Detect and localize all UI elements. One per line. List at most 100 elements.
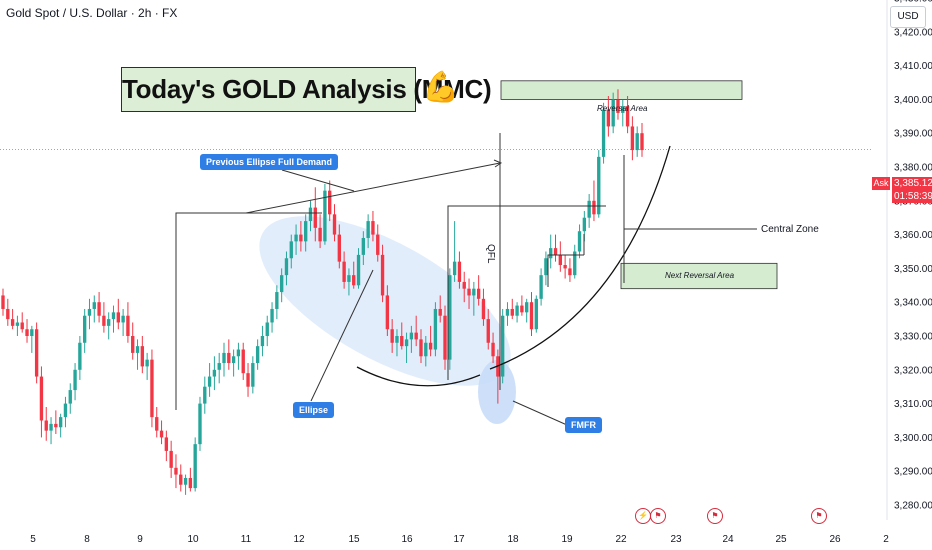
candle-body — [25, 329, 29, 336]
candle-body — [568, 268, 572, 276]
candle — [1, 288, 5, 316]
candle-body — [217, 363, 221, 370]
candle-body — [212, 369, 217, 377]
candle-body — [328, 190, 332, 215]
candle — [25, 319, 29, 343]
candle-body — [361, 237, 366, 255]
candle-body — [255, 346, 260, 364]
candle-body — [452, 261, 457, 276]
candle — [544, 251, 548, 286]
candle-body — [284, 258, 289, 276]
y-tick-label: 3,420.00 — [894, 27, 932, 38]
us-flag-event-icon[interactable]: ⚑ — [707, 508, 723, 524]
candle — [15, 315, 20, 336]
candle — [510, 298, 514, 320]
reversal-area-zone[interactable] — [500, 80, 743, 100]
x-tick-label: 8 — [84, 534, 90, 545]
candle — [44, 406, 48, 441]
us-flag-event-icon[interactable]: ⚑ — [650, 508, 666, 524]
fmfr-label[interactable]: FMFR — [565, 417, 602, 433]
candle — [433, 302, 438, 357]
candle-body — [203, 386, 207, 404]
candle — [356, 248, 361, 289]
candle — [222, 342, 226, 377]
candle — [568, 258, 572, 282]
candle-body — [558, 254, 563, 266]
candle — [577, 224, 582, 259]
current-price-tag: 3,385.12 — [892, 177, 932, 190]
candle — [573, 244, 577, 279]
candle-body — [390, 329, 394, 343]
candle-body — [404, 339, 409, 347]
candle — [558, 241, 563, 272]
candle — [611, 92, 615, 134]
candle — [520, 295, 524, 316]
previous-ellipse-pointer — [281, 169, 355, 192]
candle-body — [279, 275, 284, 293]
candle — [145, 352, 149, 380]
candle-body — [582, 217, 587, 232]
candle — [279, 268, 284, 303]
candle-body — [159, 430, 164, 438]
ask-label: Ask — [872, 177, 890, 190]
candle-body — [476, 288, 481, 299]
candle — [409, 325, 414, 353]
candle-body — [121, 315, 125, 323]
next-reversal-area-label: Next Reversal Area — [665, 271, 735, 280]
y-tick-label: 3,410.00 — [894, 61, 932, 72]
candle — [284, 251, 289, 286]
candle-body — [438, 308, 442, 316]
candle-body — [251, 363, 255, 387]
candle — [592, 180, 596, 222]
y-tick-label: 3,400.00 — [894, 95, 932, 106]
countdown-tag: 01:58:39 — [892, 190, 932, 203]
candle-body — [385, 295, 390, 330]
candle — [6, 298, 10, 326]
candle-body — [30, 329, 34, 336]
candle — [601, 102, 606, 164]
lightning-event-icon[interactable]: ⚡ — [635, 508, 651, 524]
qfl-label: QFL — [485, 244, 496, 264]
candle-body — [111, 312, 116, 320]
candle — [255, 339, 260, 370]
candle — [587, 194, 591, 228]
x-tick-label: 2 — [883, 534, 889, 545]
candle-body — [549, 248, 553, 259]
next-reversal-area-zone[interactable] — [620, 262, 778, 290]
x-tick-label: 23 — [670, 534, 682, 545]
symbol-title[interactable]: Gold Spot / U.S. Dollar · 2h · FX — [6, 6, 178, 20]
candle-body — [107, 319, 111, 326]
candle-body — [525, 302, 529, 313]
us-flag-event-icon[interactable]: ⚑ — [811, 508, 827, 524]
x-tick-label: 15 — [348, 534, 360, 545]
candle — [438, 295, 442, 323]
currency-button[interactable]: USD — [890, 6, 926, 28]
candle — [352, 261, 356, 289]
candle-body — [58, 417, 63, 428]
y-tick-label: 3,360.00 — [894, 230, 932, 241]
candle — [34, 322, 39, 384]
previous-ellipse-label[interactable]: Previous Ellipse Full Demand — [200, 154, 339, 170]
candle — [39, 366, 44, 438]
x-tick-label: 26 — [829, 534, 841, 545]
candle — [481, 288, 486, 326]
candle-body — [510, 308, 514, 316]
candle-body — [534, 298, 538, 330]
candle — [515, 302, 519, 323]
candle-body — [20, 322, 24, 330]
candle-body — [332, 214, 337, 235]
candle-body — [164, 437, 169, 451]
candle — [486, 308, 490, 350]
candle-body — [169, 450, 173, 468]
candle — [304, 214, 308, 252]
ellipse-label[interactable]: Ellipse — [293, 402, 335, 418]
candle — [549, 234, 553, 269]
candle-body — [246, 373, 250, 387]
candle-body — [34, 329, 39, 377]
candle-body — [592, 200, 596, 215]
candle — [150, 349, 154, 428]
candle — [275, 285, 279, 320]
candle — [73, 363, 77, 401]
candle — [635, 126, 639, 157]
